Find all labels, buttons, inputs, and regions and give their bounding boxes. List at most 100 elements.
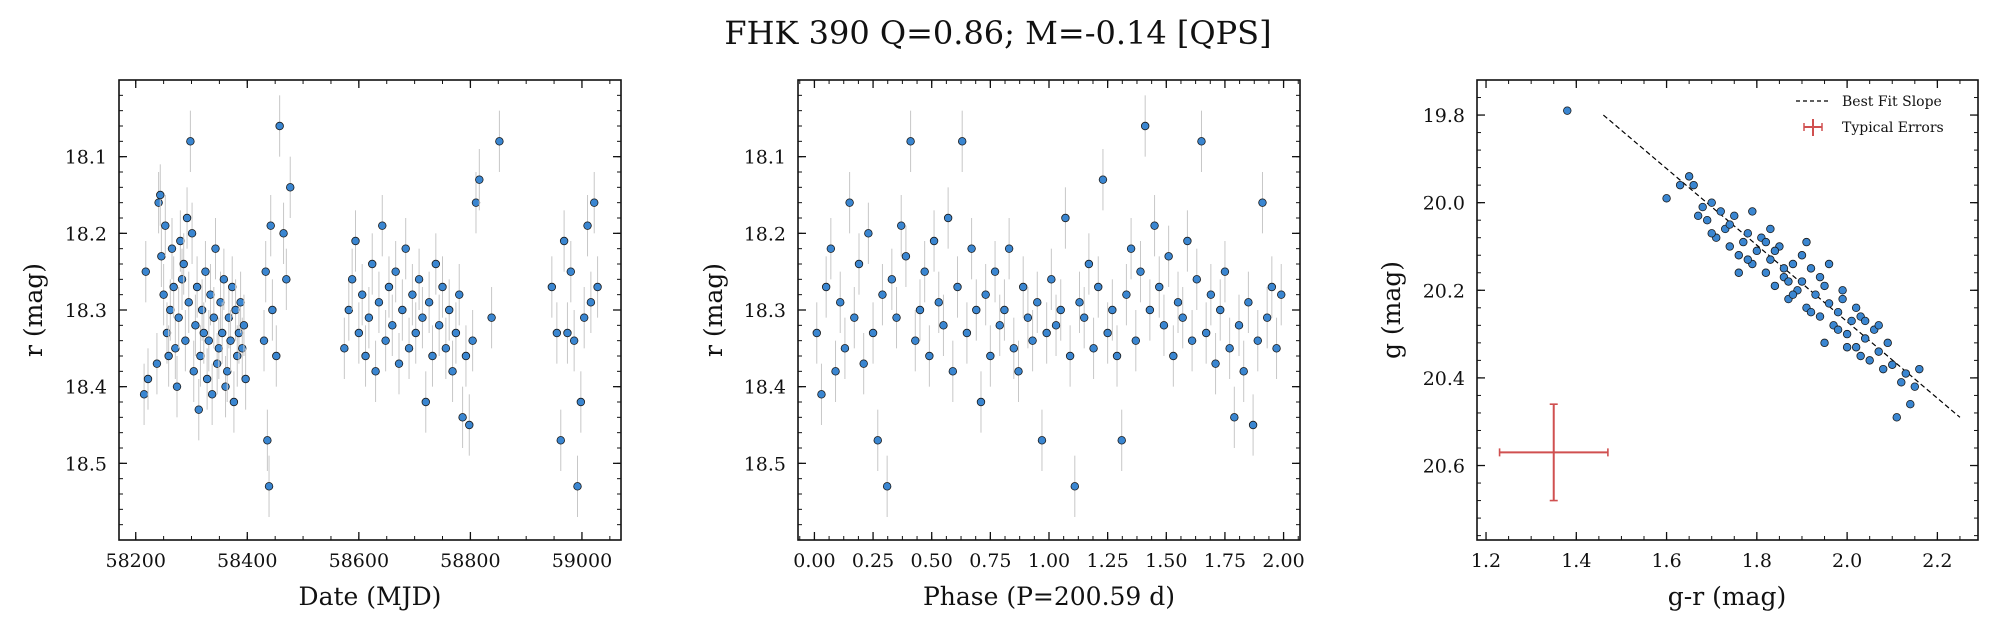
data-point [431, 259, 441, 269]
data-point [929, 236, 939, 246]
y-tick-label: 18.4 [65, 377, 107, 399]
data-point [1112, 351, 1122, 361]
data-point [458, 413, 467, 422]
data-point [264, 482, 274, 491]
data-point [1150, 221, 1159, 230]
data-point [1847, 316, 1856, 326]
data-point [141, 267, 150, 276]
y-axis-label: r (mag) [699, 263, 728, 357]
y-tick-label: 18.2 [65, 223, 107, 245]
data-point [354, 328, 364, 338]
data-point [1000, 305, 1009, 315]
x-tick-label: 59000 [552, 550, 612, 572]
legend-label: Typical Errors [1842, 120, 1944, 136]
data-point [1833, 307, 1843, 317]
data-point [1707, 229, 1716, 238]
data-point [424, 298, 434, 307]
data-point [364, 313, 374, 322]
data-point [263, 436, 272, 445]
x-tick-label: 1.8 [1742, 550, 1772, 572]
x-tick-label: 2.00 [1262, 550, 1304, 572]
data-point [1901, 369, 1910, 378]
data-point [1051, 321, 1061, 330]
data-point [953, 282, 962, 292]
data-point [915, 305, 925, 315]
data-point [1779, 264, 1789, 273]
data-point [1211, 359, 1220, 368]
data-point [831, 367, 840, 376]
data-point [1197, 137, 1206, 146]
data-point [1079, 313, 1089, 322]
x-tick-label: 58800 [440, 550, 500, 572]
data-point [1748, 207, 1757, 216]
data-point [1089, 344, 1098, 353]
figure-title: FHK 390 Q=0.86; M=-0.14 [QPS] [724, 14, 1271, 52]
data-point [202, 374, 212, 384]
data-point [1851, 343, 1861, 352]
data-point [177, 275, 187, 284]
data-point [1234, 321, 1244, 330]
axes-frame [1476, 79, 1979, 541]
data-point [821, 282, 831, 292]
x-tick-label: 1.6 [1651, 550, 1681, 572]
data-point [812, 328, 821, 338]
data-point [1883, 338, 1892, 348]
data-point [1770, 281, 1780, 291]
data-point [576, 397, 586, 407]
data-point [347, 275, 357, 284]
data-point [1906, 399, 1915, 409]
data-point [1126, 244, 1136, 253]
legend-label: Best Fit Slope [1842, 94, 1942, 110]
data-point [1136, 267, 1145, 276]
data-point [461, 351, 471, 361]
data-point [418, 313, 427, 322]
data-point [1277, 290, 1286, 299]
data-point [231, 305, 240, 315]
data-point [1253, 336, 1262, 345]
data-point [438, 282, 447, 292]
data-point [1734, 268, 1743, 277]
x-axis-label: g-r (mag) [1668, 582, 1786, 611]
data-point [371, 367, 380, 376]
data-point [221, 382, 230, 391]
data-point [1056, 305, 1065, 315]
data-point [1797, 251, 1807, 260]
data-point [1915, 364, 1924, 374]
data-point [223, 367, 232, 376]
data-point [1689, 180, 1698, 190]
data-point [391, 267, 400, 276]
data-point [1065, 351, 1075, 361]
data-point [586, 298, 596, 307]
data-point [374, 298, 384, 307]
x-tick-label: 1.50 [1145, 550, 1187, 572]
data-point [344, 305, 354, 315]
data-point [1874, 321, 1883, 330]
data-point [552, 328, 562, 338]
data-point [1258, 198, 1267, 207]
data-point [986, 351, 995, 361]
x-tick-label: 1.4 [1561, 550, 1591, 572]
data-point [156, 190, 165, 200]
data-point [1173, 298, 1183, 307]
data-point [1815, 312, 1825, 321]
data-point [451, 328, 461, 338]
data-point [1117, 436, 1126, 445]
data-point [1272, 344, 1281, 353]
data-point [1743, 229, 1753, 238]
data-point [186, 137, 195, 146]
data-point [351, 236, 360, 246]
data-point [1770, 246, 1780, 256]
data-point [1220, 267, 1230, 276]
data-point [286, 183, 295, 192]
data-point [1725, 242, 1734, 251]
y-axis-label: r (mag) [19, 263, 48, 357]
data-point [357, 290, 367, 299]
data-point [428, 351, 437, 361]
data-point [854, 259, 864, 269]
data-point [161, 221, 170, 230]
data-point [593, 282, 602, 292]
data-point [840, 344, 850, 353]
data-point [1820, 281, 1829, 291]
data-point [164, 351, 173, 361]
data-point [228, 282, 237, 292]
